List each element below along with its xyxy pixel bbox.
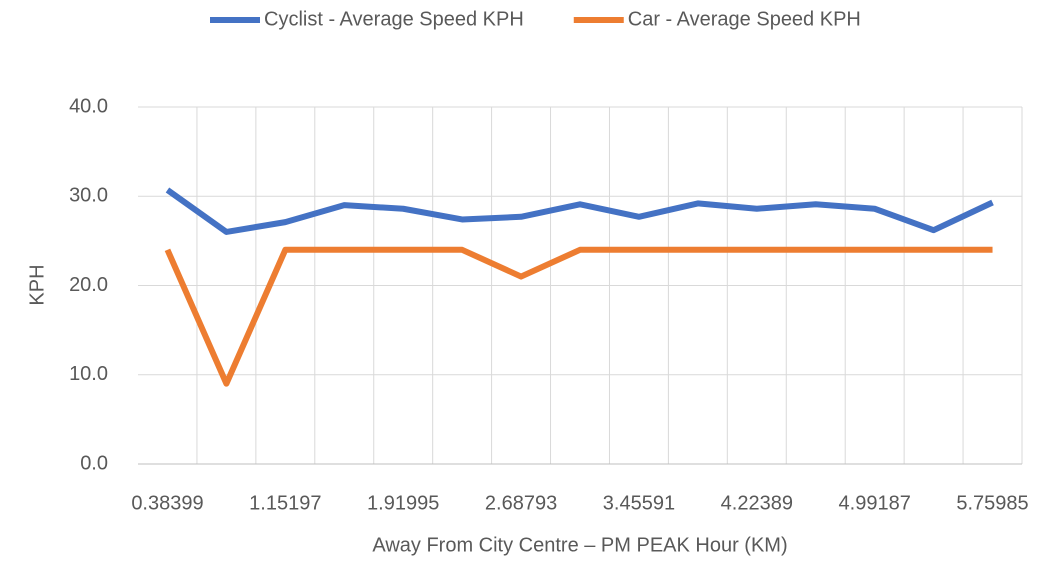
y-axis-label: KPH: [26, 264, 48, 305]
x-tick-label: 4.99187: [839, 492, 911, 514]
legend-label: Cyclist - Average Speed KPH: [264, 8, 524, 30]
line-series: [165, 187, 994, 235]
line-series: [164, 246, 993, 387]
x-tick-label: 5.75985: [956, 492, 1028, 514]
x-tick-label: 3.45591: [603, 492, 675, 514]
y-tick-label: 10.0: [69, 363, 108, 385]
y-tick-label: 40.0: [69, 95, 108, 117]
y-tick-label: 30.0: [69, 185, 108, 207]
legend-label: Car - Average Speed KPH: [628, 8, 861, 30]
x-tick-label: 4.22389: [721, 492, 793, 514]
x-tick-label: 1.91995: [367, 492, 439, 514]
x-axis-label: Away From City Centre – PM PEAK Hour (KM…: [372, 534, 787, 556]
y-tick-label: 20.0: [69, 274, 108, 296]
y-tick-label: 0.0: [80, 452, 108, 474]
x-tick-label: 0.38399: [131, 492, 203, 514]
x-tick-label: 2.68793: [485, 492, 557, 514]
x-tick-label: 1.15197: [249, 492, 321, 514]
